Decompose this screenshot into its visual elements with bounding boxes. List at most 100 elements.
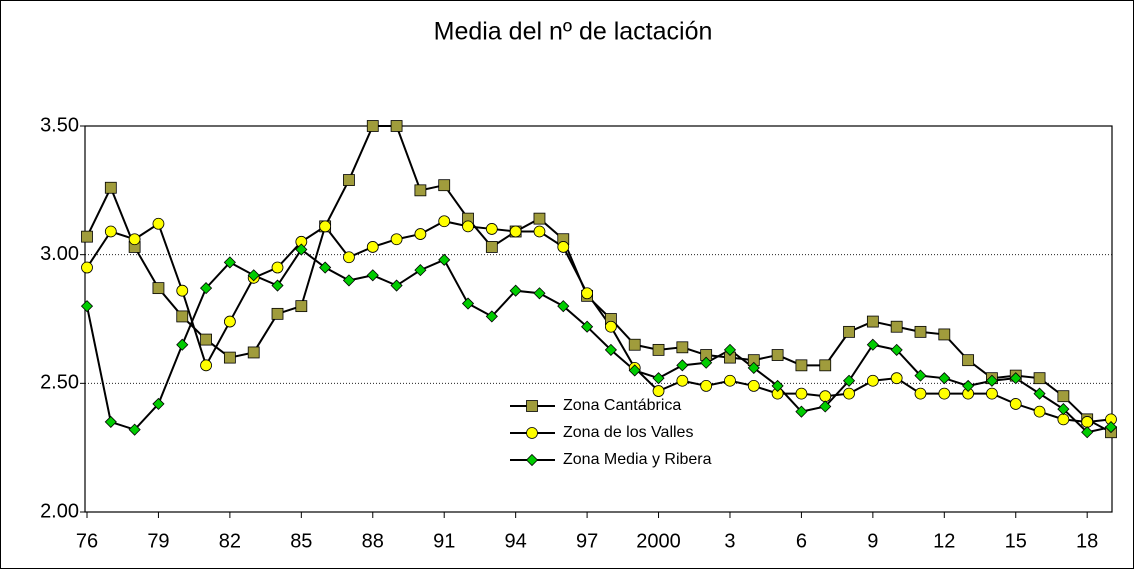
plot-border xyxy=(84,125,1113,513)
x-tick-label: 15 xyxy=(1005,530,1027,552)
data-point xyxy=(1057,403,1070,416)
x-tick-label: 3 xyxy=(724,530,735,552)
data-point xyxy=(628,338,641,351)
data-point xyxy=(343,174,355,186)
data-point xyxy=(485,223,498,235)
data-point xyxy=(223,315,236,328)
data-point xyxy=(890,320,903,333)
data-point xyxy=(200,359,212,372)
data-point xyxy=(938,387,951,400)
x-tick-label: 94 xyxy=(505,530,527,552)
data-point xyxy=(1033,405,1046,418)
data-point xyxy=(962,354,975,367)
x-tick-label: 79 xyxy=(147,530,169,552)
data-point xyxy=(652,372,665,385)
data-point xyxy=(319,261,332,274)
data-point xyxy=(890,372,903,385)
data-point xyxy=(628,364,641,377)
data-point xyxy=(104,181,117,194)
legend-label: Zona de los Valles xyxy=(563,424,693,441)
legend-label: Zona Media y Ribera xyxy=(563,451,712,468)
data-point xyxy=(343,251,355,264)
data-point xyxy=(295,243,308,256)
data-point xyxy=(438,179,451,192)
x-tick-label: 97 xyxy=(576,530,598,552)
data-point xyxy=(938,328,951,341)
data-point xyxy=(152,217,165,230)
data-point xyxy=(414,264,427,277)
data-point xyxy=(986,387,998,400)
legend-label: Zona Cantábrica xyxy=(563,397,681,414)
data-point xyxy=(843,325,855,338)
data-point xyxy=(438,253,451,266)
data-point xyxy=(890,343,903,356)
legend-marker xyxy=(526,400,538,412)
data-point xyxy=(390,279,403,292)
x-tick-label: 91 xyxy=(433,530,455,552)
data-point xyxy=(1033,372,1046,385)
data-point xyxy=(771,379,784,392)
data-point xyxy=(557,300,570,313)
plot-area xyxy=(85,126,1112,512)
x-tick-label: 85 xyxy=(290,530,312,552)
data-point xyxy=(795,359,808,372)
y-tick-label: 3.00 xyxy=(40,243,79,265)
data-point xyxy=(819,390,832,403)
data-point xyxy=(962,379,975,392)
x-tick-label: 18 xyxy=(1076,530,1098,552)
data-point xyxy=(319,220,332,233)
x-tick-label: 6 xyxy=(796,530,807,552)
data-point xyxy=(652,385,665,397)
data-point xyxy=(80,300,94,313)
data-point xyxy=(1057,390,1070,403)
data-point xyxy=(581,287,593,300)
data-point xyxy=(509,284,522,297)
data-point xyxy=(914,369,927,382)
data-point xyxy=(724,374,736,387)
data-point xyxy=(247,346,260,359)
data-point xyxy=(866,315,879,328)
data-point xyxy=(485,241,498,253)
data-point xyxy=(581,320,594,333)
data-point xyxy=(461,297,475,310)
x-tick-label: 88 xyxy=(362,530,384,552)
data-point xyxy=(247,269,260,282)
x-tick-label: 12 xyxy=(933,530,955,552)
data-point xyxy=(462,220,474,233)
data-point xyxy=(604,343,617,356)
data-point xyxy=(819,359,832,372)
data-point xyxy=(152,397,165,410)
data-point xyxy=(366,269,379,282)
data-point xyxy=(914,325,927,338)
data-point xyxy=(1081,416,1094,428)
data-point xyxy=(1081,426,1094,439)
data-point xyxy=(295,300,308,313)
data-point xyxy=(1104,421,1118,434)
data-point xyxy=(414,228,427,240)
data-point xyxy=(81,261,93,274)
data-point xyxy=(1033,387,1046,400)
legend-marker xyxy=(526,427,538,439)
data-point xyxy=(104,415,117,428)
data-point xyxy=(1057,413,1070,426)
data-point xyxy=(438,215,451,228)
data-point xyxy=(533,212,546,225)
data-point xyxy=(938,372,951,385)
data-point xyxy=(200,282,213,295)
data-point xyxy=(605,320,617,333)
data-point xyxy=(843,387,855,400)
data-point xyxy=(866,338,879,351)
data-point xyxy=(176,338,189,351)
x-tick-label: 2000 xyxy=(636,530,681,552)
data-point xyxy=(747,380,760,392)
data-point xyxy=(557,241,570,253)
y-tick-label: 2.50 xyxy=(40,372,79,394)
data-point xyxy=(723,343,737,356)
data-point xyxy=(485,310,498,323)
data-point xyxy=(366,241,379,253)
data-point xyxy=(414,184,427,197)
data-point xyxy=(747,361,760,374)
data-point xyxy=(200,333,212,346)
data-point xyxy=(700,356,713,369)
data-point xyxy=(81,230,93,243)
